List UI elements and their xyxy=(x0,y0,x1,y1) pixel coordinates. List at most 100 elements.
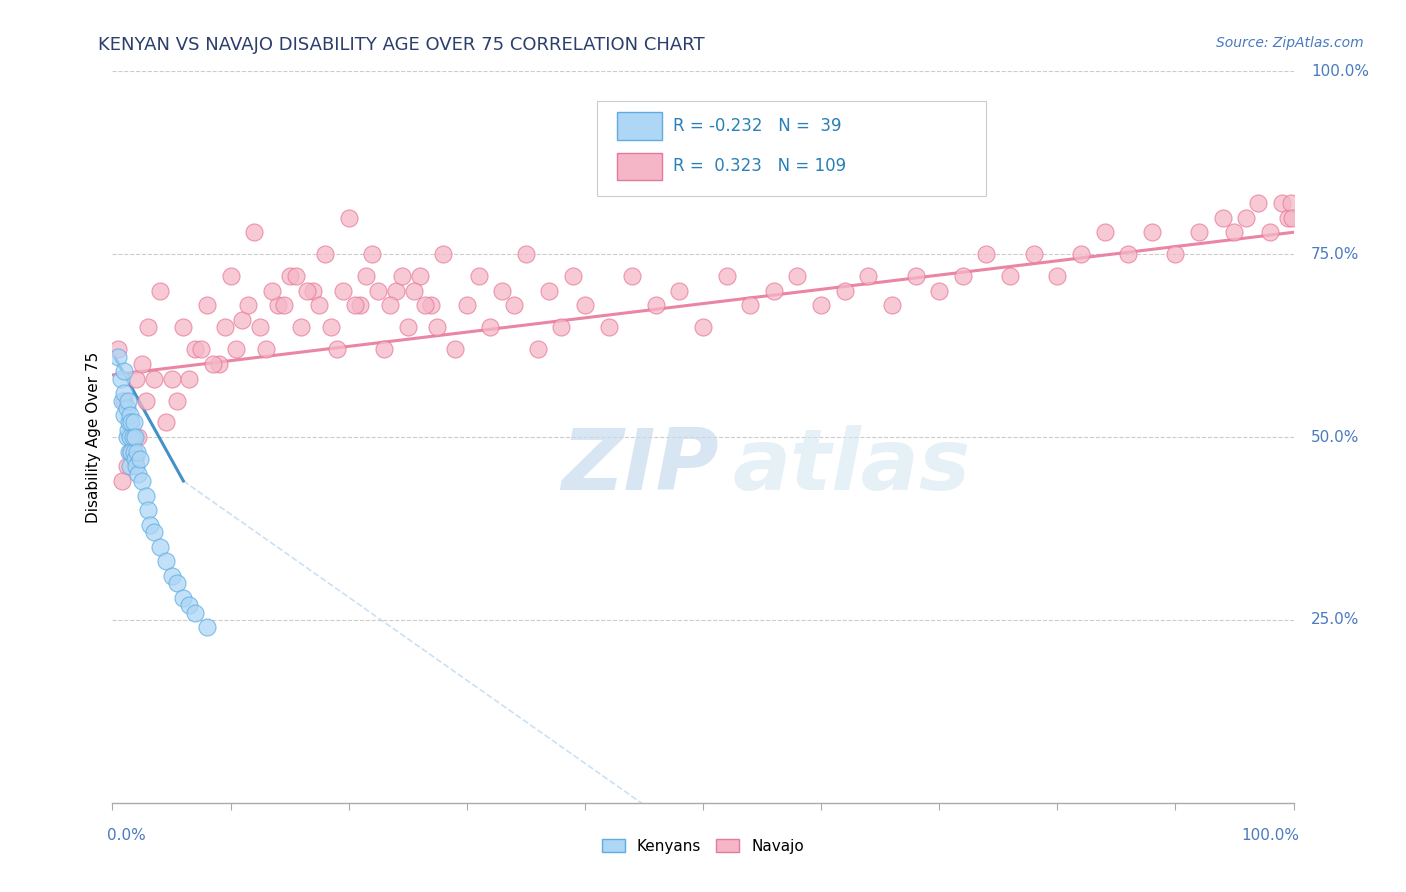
Point xyxy=(118,444,141,458)
Point xyxy=(112,393,135,408)
Point xyxy=(120,444,142,458)
Point xyxy=(142,371,165,385)
Point xyxy=(503,298,526,312)
Point xyxy=(127,467,149,481)
Point xyxy=(668,284,690,298)
Point xyxy=(120,430,142,444)
Point xyxy=(117,423,139,437)
Point xyxy=(117,393,139,408)
Point xyxy=(122,444,145,458)
Point xyxy=(302,284,325,298)
Point xyxy=(135,489,157,503)
Point xyxy=(149,284,172,298)
Point xyxy=(284,269,307,284)
Point xyxy=(762,284,785,298)
Point xyxy=(1234,211,1257,225)
Text: atlas: atlas xyxy=(733,425,970,508)
Point xyxy=(396,320,419,334)
Text: R = -0.232   N =  39: R = -0.232 N = 39 xyxy=(673,117,842,136)
Point xyxy=(139,517,162,532)
Point xyxy=(1140,225,1163,239)
Point xyxy=(112,386,135,401)
Point xyxy=(238,298,260,312)
Point xyxy=(880,298,903,312)
Point xyxy=(297,284,319,298)
Point xyxy=(110,371,132,385)
Point xyxy=(122,416,145,430)
Point xyxy=(621,269,644,284)
Point xyxy=(337,211,360,225)
Point xyxy=(479,320,502,334)
Point xyxy=(598,320,620,334)
Point xyxy=(136,503,159,517)
Point xyxy=(1164,247,1187,261)
Point xyxy=(124,430,146,444)
Point xyxy=(149,540,172,554)
Text: ZIP: ZIP xyxy=(561,425,718,508)
Point xyxy=(444,343,467,357)
Point xyxy=(125,459,148,474)
Point xyxy=(361,247,384,261)
Point xyxy=(1188,225,1211,239)
Point xyxy=(231,313,253,327)
Point xyxy=(515,247,537,261)
Point xyxy=(120,408,142,422)
Text: 100.0%: 100.0% xyxy=(1241,829,1299,844)
Point xyxy=(112,408,135,422)
Point xyxy=(326,343,349,357)
Point xyxy=(1094,225,1116,239)
Y-axis label: Disability Age Over 75: Disability Age Over 75 xyxy=(86,351,101,523)
Point xyxy=(118,416,141,430)
Point xyxy=(243,225,266,239)
Point xyxy=(125,371,148,385)
Text: Source: ZipAtlas.com: Source: ZipAtlas.com xyxy=(1216,36,1364,50)
Point xyxy=(254,343,277,357)
Point xyxy=(456,298,478,312)
Text: 75.0%: 75.0% xyxy=(1312,247,1360,261)
Point xyxy=(426,320,449,334)
Point xyxy=(319,320,342,334)
Point xyxy=(1223,225,1246,239)
FancyBboxPatch shape xyxy=(617,153,662,180)
Point xyxy=(904,269,927,284)
Point xyxy=(135,393,157,408)
Point xyxy=(249,320,271,334)
Point xyxy=(184,606,207,620)
Point xyxy=(740,298,762,312)
Point xyxy=(128,452,150,467)
Point xyxy=(120,430,142,444)
Point xyxy=(155,554,177,568)
Text: R =  0.323   N = 109: R = 0.323 N = 109 xyxy=(673,158,846,176)
Point xyxy=(1279,196,1302,211)
Point xyxy=(260,284,283,298)
Point xyxy=(115,401,138,415)
Point xyxy=(127,430,149,444)
Point xyxy=(378,298,401,312)
Point xyxy=(432,247,454,261)
Text: 50.0%: 50.0% xyxy=(1312,430,1360,444)
Point xyxy=(136,320,159,334)
Point xyxy=(538,284,561,298)
Point xyxy=(332,284,354,298)
Point xyxy=(343,298,366,312)
Text: 100.0%: 100.0% xyxy=(1312,64,1369,78)
Legend: Kenyans, Navajo: Kenyans, Navajo xyxy=(602,838,804,854)
Point xyxy=(122,444,145,458)
Point xyxy=(115,430,138,444)
Point xyxy=(111,474,134,488)
Point xyxy=(976,247,998,261)
Point xyxy=(562,269,585,284)
Point xyxy=(115,459,138,474)
Point xyxy=(1212,211,1234,225)
FancyBboxPatch shape xyxy=(617,112,662,140)
Point xyxy=(155,416,177,430)
Point xyxy=(120,459,142,474)
Point xyxy=(201,357,224,371)
Point xyxy=(373,343,395,357)
Text: 25.0%: 25.0% xyxy=(1312,613,1360,627)
Point xyxy=(1116,247,1139,261)
Point xyxy=(1247,196,1270,211)
Point xyxy=(131,474,153,488)
Point xyxy=(420,298,443,312)
Point xyxy=(356,269,378,284)
